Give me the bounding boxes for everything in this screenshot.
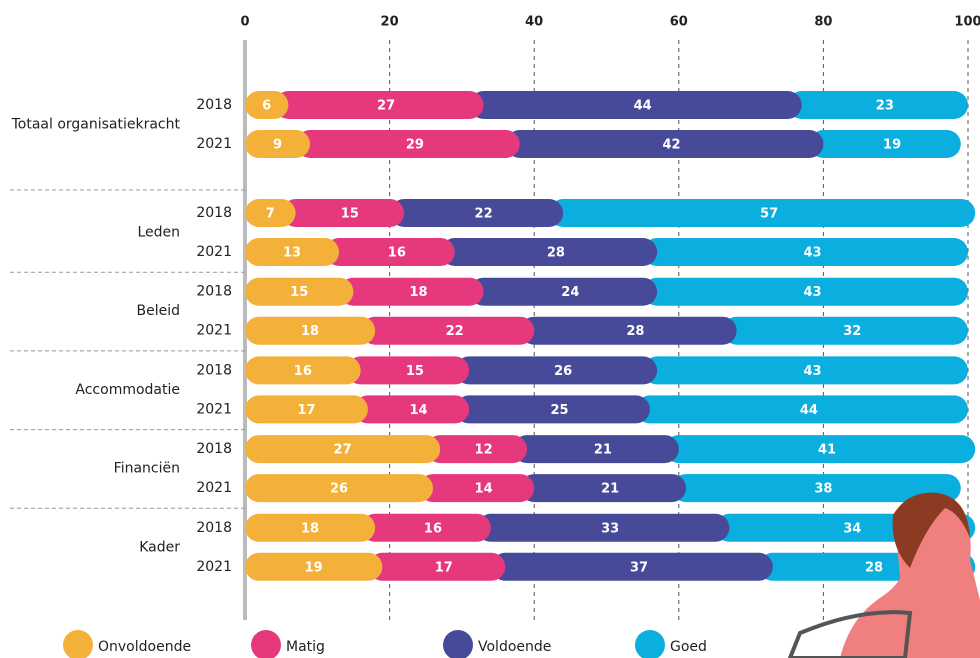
year-label: 2018	[196, 441, 232, 457]
value-label: 19	[305, 560, 323, 575]
legend-swatch	[251, 630, 281, 658]
value-label: 12	[475, 443, 493, 458]
legend-swatch	[635, 630, 665, 658]
year-label: 2018	[196, 362, 232, 378]
value-label: 14	[475, 482, 493, 497]
x-tick-label: 20	[381, 15, 399, 30]
group-label: Kader	[139, 539, 180, 555]
value-label: 18	[301, 521, 319, 536]
value-label: 28	[865, 560, 883, 575]
value-label: 25	[550, 403, 568, 418]
value-label: 43	[804, 246, 822, 261]
value-label: 38	[814, 482, 832, 497]
value-label: 32	[843, 324, 861, 339]
value-label: 27	[334, 443, 352, 458]
x-tick-label: 40	[525, 15, 543, 30]
value-label: 9	[273, 138, 282, 153]
value-label: 18	[409, 285, 427, 300]
value-label: 7	[266, 207, 275, 222]
x-tick-label: 0	[240, 15, 249, 30]
x-tick-label: 60	[670, 15, 688, 30]
year-label: 2021	[196, 559, 232, 575]
value-label: 17	[297, 403, 315, 418]
year-label: 2021	[196, 244, 232, 260]
value-label: 41	[818, 443, 836, 458]
year-label: 2018	[196, 284, 232, 300]
legend-label: Voldoende	[478, 639, 551, 655]
year-label: 2021	[196, 401, 232, 417]
value-label: 29	[406, 138, 424, 153]
value-label: 23	[876, 99, 894, 114]
year-label: 2018	[196, 520, 232, 536]
group-label: Leden	[137, 225, 180, 241]
group-label: Totaal organisatiekracht	[11, 117, 181, 133]
year-label: 2021	[196, 136, 232, 152]
x-tick-label: 100	[954, 15, 980, 30]
value-label: 16	[388, 246, 406, 261]
year-label: 2018	[196, 205, 232, 221]
value-label: 33	[601, 521, 619, 536]
value-label: 17	[435, 560, 453, 575]
value-label: 16	[294, 364, 312, 379]
legend-swatch	[443, 630, 473, 658]
value-label: 21	[601, 482, 619, 497]
value-label: 44	[800, 403, 818, 418]
legend-swatch	[63, 630, 93, 658]
value-label: 22	[475, 207, 493, 222]
value-label: 13	[283, 246, 301, 261]
value-label: 42	[663, 138, 681, 153]
value-label: 14	[409, 403, 427, 418]
value-label: 26	[554, 364, 572, 379]
group-label: Financiën	[114, 461, 180, 477]
value-label: 43	[804, 285, 822, 300]
value-label: 43	[804, 364, 822, 379]
value-label: 27	[377, 99, 395, 114]
legend-label: Goed	[670, 639, 707, 655]
value-label: 34	[843, 521, 861, 536]
value-label: 6	[262, 99, 271, 114]
group-label: Beleid	[137, 303, 181, 319]
value-label: 24	[561, 285, 579, 300]
value-label: 15	[406, 364, 424, 379]
x-tick-label: 80	[814, 15, 832, 30]
group-label: Accommodatie	[75, 382, 180, 398]
value-label: 57	[760, 207, 778, 222]
value-label: 44	[634, 99, 652, 114]
legend-label: Matig	[286, 639, 325, 655]
value-label: 15	[290, 285, 308, 300]
chart: 0 20 40 60 80 100 Totaal organisatiekracht Lede…	[0, 0, 980, 658]
value-label: 15	[341, 207, 359, 222]
value-label: 22	[446, 324, 464, 339]
year-label: 2018	[196, 97, 232, 113]
year-label: 2021	[196, 323, 232, 339]
value-label: 16	[424, 521, 442, 536]
legend-label: Onvoldoende	[98, 639, 191, 655]
value-label: 37	[630, 560, 648, 575]
value-label: 21	[594, 443, 612, 458]
value-label: 18	[301, 324, 319, 339]
value-label: 28	[547, 246, 565, 261]
value-label: 19	[883, 138, 901, 153]
year-label: 2021	[196, 480, 232, 496]
value-label: 28	[626, 324, 644, 339]
value-label: 26	[330, 482, 348, 497]
